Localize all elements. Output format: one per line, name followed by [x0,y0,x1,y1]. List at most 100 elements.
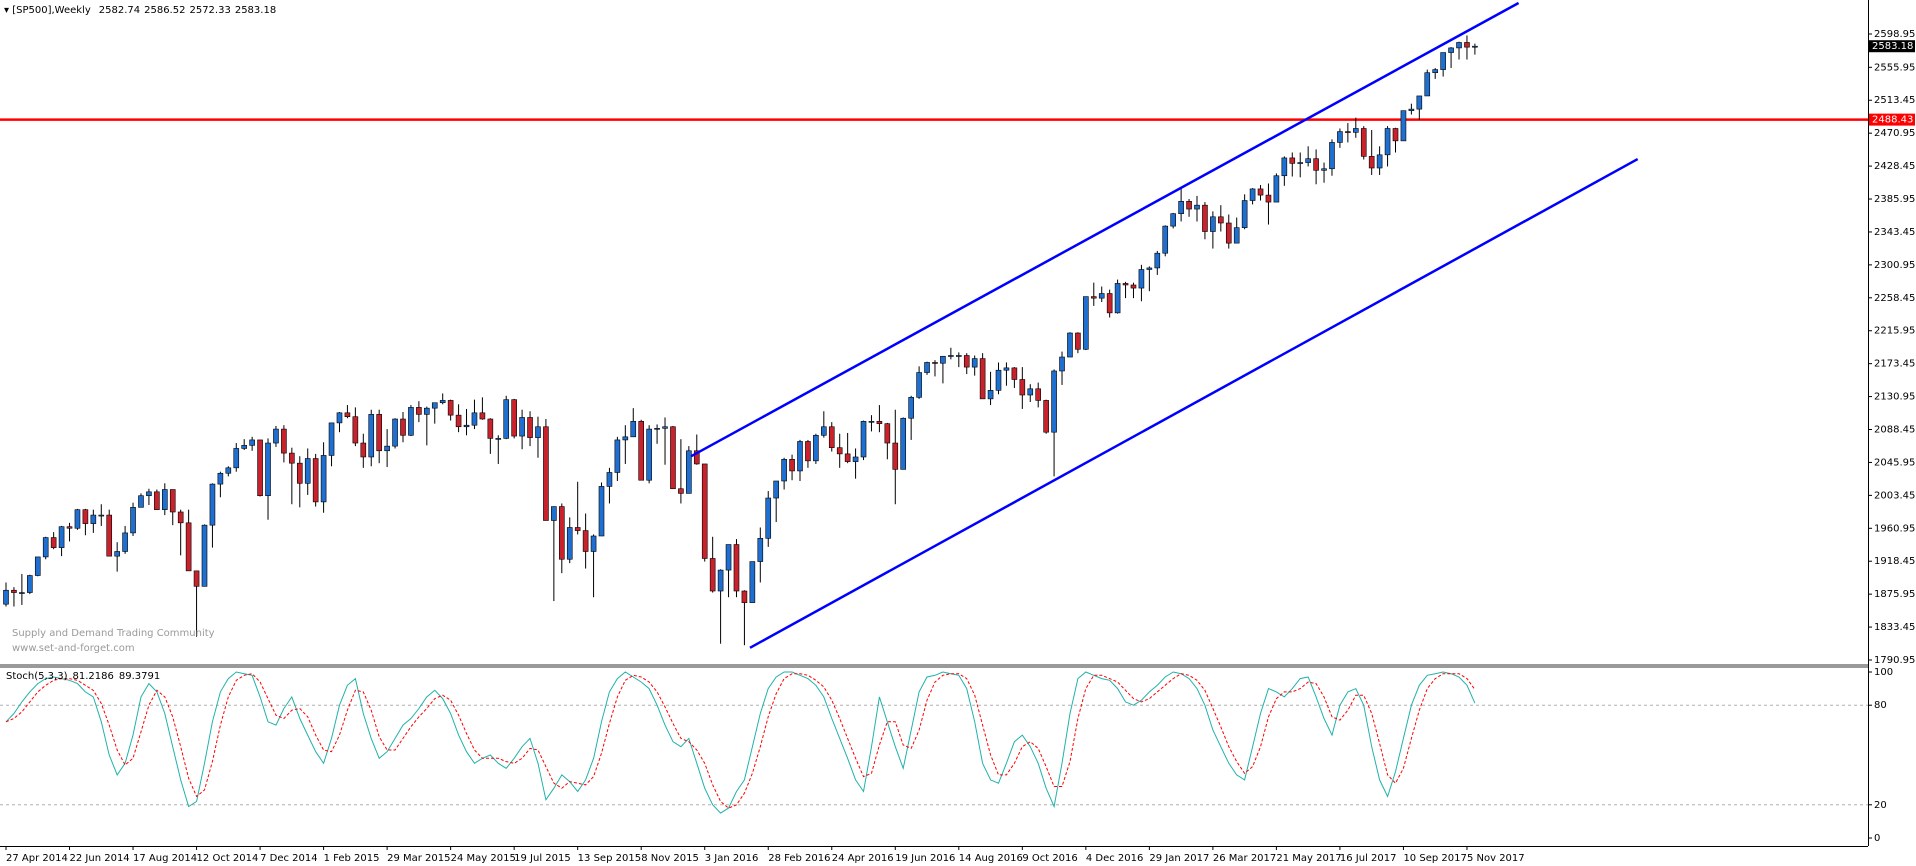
candle-body [606,472,613,487]
candle-body [42,537,49,558]
x-tick-label: 29 Jan 2017 [1149,853,1209,864]
candle-body [1138,269,1145,289]
x-tick-label: 21 May 2017 [1276,853,1341,864]
candle-body [1130,284,1137,289]
candle-body [439,400,446,404]
x-tick-label: 24 Apr 2016 [832,853,894,864]
candle-body [1090,296,1097,299]
symbol: [SP500],Weekly [12,5,91,16]
open-value: 2582.74 [99,5,140,16]
candle-body [821,426,827,436]
y-tick-label: 2555.95 [1874,62,1915,73]
stoch-line [5,671,1476,814]
candle-body [217,472,224,485]
candle-body [709,558,716,592]
candle-body [686,450,692,494]
candle-body [193,570,200,587]
y-tick-label: 100 [1874,667,1893,678]
indicator-name: Stoch(5,3,3) [6,671,68,682]
y-tick-label: 2385.95 [1874,194,1915,205]
candle-body [551,506,557,521]
candle-body [1273,175,1280,203]
x-tick-label: 3 Jan 2016 [705,853,759,864]
candle-body [1154,252,1161,269]
candle-body [828,426,835,448]
candle-body [1098,293,1105,299]
candle-body [940,355,946,364]
candle-body [90,514,97,524]
candle-body [3,589,9,605]
candle-body [19,592,25,594]
candle-body [169,489,176,513]
price-label-box [1869,40,1915,53]
candle-body [662,426,668,429]
candle-body [527,417,533,438]
candle-body [1178,201,1184,215]
candle-body [1345,131,1351,133]
x-tick-label: 13 Sep 2015 [578,853,641,864]
candle-body [1186,201,1192,210]
axes: 1790.95 1833.45 1875.95 1918.45 1960.95 2003.… [5,29,1915,864]
candle-body [781,459,787,482]
candle-body [1464,42,1470,48]
x-tick-label: 5 Nov 2017 [1467,853,1525,864]
candle-body [979,358,986,400]
y-tick-label: 2045.95 [1874,457,1915,468]
candle-body [185,522,192,572]
candle-body [1162,225,1169,254]
candle-body [1448,47,1454,53]
candle-body [948,355,954,357]
candle-body [582,530,589,552]
x-tick-label: 12 Oct 2014 [197,853,259,864]
candle-body [1233,227,1240,244]
candle-body [281,428,287,454]
x-tick-label: 4 Dec 2016 [1086,853,1144,864]
candle-body [1257,188,1264,196]
low-value: 2572.33 [189,5,230,16]
y-tick-label: 1790.95 [1874,655,1915,666]
chart-header: ▾ [SP500],Weekly 2582.74 2586.52 2572.33 258… [4,5,276,16]
candle-body [1321,168,1327,171]
candle-body [392,418,398,447]
panel-separator [0,664,1868,668]
candle-body [431,402,438,409]
x-tick-label: 22 Jun 2014 [70,853,130,864]
candle-body [1059,356,1065,372]
candle-body [749,561,756,603]
candle-body [368,414,375,458]
stoch-label: Stoch(5,3,3) 81.2186 89.3791 [6,671,160,682]
candle-body [265,442,271,497]
candle-body [27,575,33,593]
candle-body [1392,128,1399,142]
candle-body [1313,158,1319,171]
candle-body [678,488,684,494]
candle-body [1249,188,1256,201]
candle-body [34,556,41,576]
x-tick-label: 7 Dec 2014 [260,853,318,864]
candle-body [924,362,930,373]
candle-body [844,453,851,462]
candle-body [1114,283,1121,314]
candle-body [535,426,541,438]
candle-body [447,400,454,416]
candle-body [1353,128,1359,133]
y-tick-label: 2130.95 [1874,392,1915,403]
high-value: 2586.52 [144,5,185,16]
candle-body [1281,157,1288,177]
candle-body [1360,128,1367,157]
candle-body [932,362,938,364]
candle-body [1305,158,1311,163]
candle-body [519,417,525,437]
menu-arrow: ▾ [4,5,12,16]
candle-body [1202,204,1208,232]
candle-body [1043,400,1049,433]
candle-body [916,372,922,398]
y-tick-label: 2470.95 [1874,128,1915,139]
candle-body [876,421,883,424]
candle-body [376,414,382,452]
watermark: www.set-and-forget.com [12,643,135,654]
y-tick-label: 1918.45 [1874,556,1915,567]
x-tick-label: 28 Feb 2016 [768,853,830,864]
candle-body [836,447,843,455]
candle-body [66,526,73,529]
